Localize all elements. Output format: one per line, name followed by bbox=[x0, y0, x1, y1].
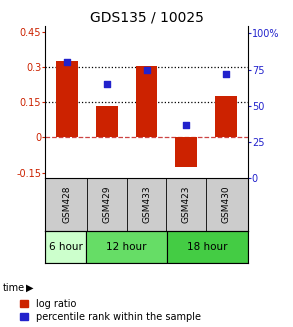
Point bbox=[105, 81, 109, 87]
Bar bbox=[96, 106, 118, 137]
Point bbox=[224, 71, 228, 77]
Text: 18 hour: 18 hour bbox=[187, 242, 227, 252]
Text: GSM433: GSM433 bbox=[142, 186, 151, 223]
Bar bbox=[86, 231, 167, 263]
Point bbox=[65, 60, 69, 65]
Bar bbox=[45, 231, 86, 263]
Title: GDS135 / 10025: GDS135 / 10025 bbox=[90, 11, 203, 25]
Text: GSM423: GSM423 bbox=[182, 186, 191, 223]
Text: ▶: ▶ bbox=[25, 283, 33, 293]
Text: GSM430: GSM430 bbox=[221, 186, 230, 223]
Text: time: time bbox=[3, 283, 25, 293]
Bar bbox=[175, 137, 197, 167]
Point bbox=[184, 122, 188, 128]
Bar bbox=[136, 66, 157, 137]
Text: GSM429: GSM429 bbox=[102, 186, 111, 223]
Text: 12 hour: 12 hour bbox=[106, 242, 146, 252]
Text: GSM428: GSM428 bbox=[63, 186, 72, 223]
Point bbox=[144, 67, 149, 72]
Bar bbox=[56, 61, 78, 137]
Legend: log ratio, percentile rank within the sample: log ratio, percentile rank within the sa… bbox=[20, 299, 201, 322]
Text: 6 hour: 6 hour bbox=[49, 242, 83, 252]
Bar bbox=[215, 96, 237, 137]
Bar bbox=[167, 231, 248, 263]
